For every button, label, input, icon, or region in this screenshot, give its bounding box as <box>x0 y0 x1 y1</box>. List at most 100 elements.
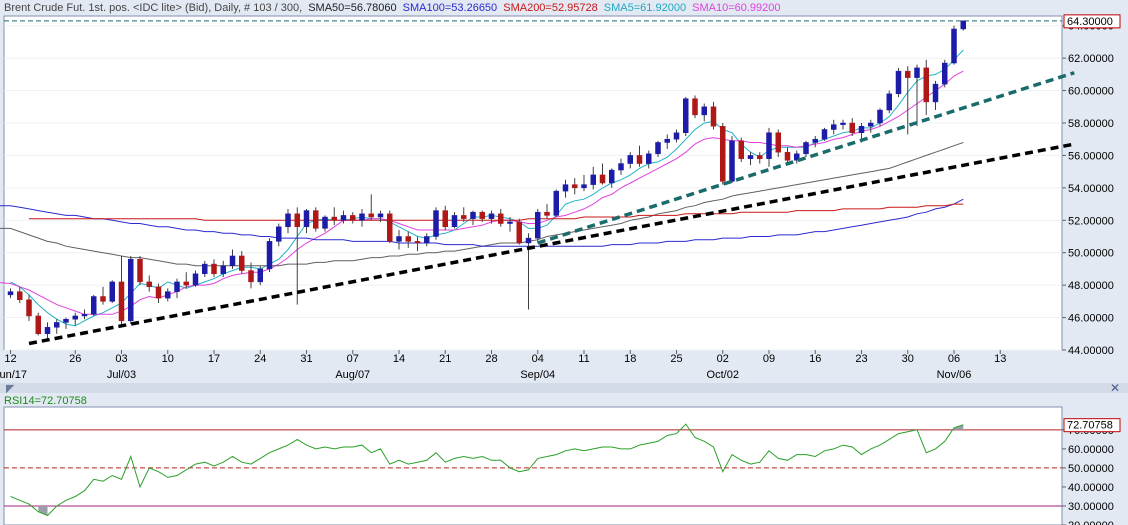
candle-body <box>609 169 615 184</box>
candle-body <box>183 281 189 286</box>
date-tick-label: 11 <box>578 353 589 365</box>
trend-lines[interactable] <box>28 71 1075 346</box>
price-tick-label: 54.00000 <box>1068 183 1114 195</box>
price-tick-label: 44.00000 <box>1068 345 1114 357</box>
rsi-plot-area[interactable] <box>3 406 1063 525</box>
candle-body <box>350 215 356 221</box>
candle-body <box>747 155 754 159</box>
candle-body <box>812 138 818 143</box>
candle-body <box>673 132 680 140</box>
candle-body <box>507 221 513 224</box>
candle-body <box>155 286 162 299</box>
last-price-tag <box>1063 14 1121 29</box>
candle-body <box>636 155 643 164</box>
candle-body <box>858 126 865 133</box>
candle-body <box>137 258 143 283</box>
rsi-tick-label: 30.00000 <box>1068 501 1114 513</box>
candle-body <box>433 210 439 237</box>
date-axis: 12 Jun/17 26 03 Jul/03 10 17 24 31 07 Aug/07 14 21 28… <box>0 350 1006 381</box>
candle-body <box>285 213 291 228</box>
date-tick-label: 30 <box>902 353 914 365</box>
candle-body <box>479 211 485 219</box>
candle-body <box>303 210 310 228</box>
candle-body <box>646 153 652 164</box>
candle-body <box>276 226 282 242</box>
candle-body <box>239 255 245 271</box>
candle-body <box>192 273 199 286</box>
candle-body <box>729 140 735 182</box>
rsi-last-label: 72.70758 <box>1067 420 1113 432</box>
candle-body <box>498 213 504 224</box>
candle-body <box>831 124 837 130</box>
candle-body <box>322 216 328 229</box>
candle-body <box>655 142 661 155</box>
price-tick-label: 62.00000 <box>1068 53 1114 65</box>
candle-body <box>553 190 559 216</box>
candle-body <box>692 98 698 116</box>
price-axis: 44.00000 46.00000 48.00000 50.00000 52.00000… <box>1062 14 1121 357</box>
candle-body <box>340 215 347 221</box>
collapse-icon[interactable]: ◤ <box>6 383 15 395</box>
chart-header: Brent Crude Fut. 1st. pos. <IDC lite> (B… <box>4 2 781 14</box>
price-tick-label: 52.00000 <box>1068 215 1114 227</box>
trend-line[interactable] <box>28 142 1075 346</box>
price-plot-area[interactable] <box>3 15 1063 351</box>
close-pane-icon[interactable]: ✕ <box>1110 381 1120 395</box>
sma200-legend: SMA200=52.95728 <box>503 2 598 14</box>
candle-body <box>905 70 911 78</box>
candle-body <box>17 291 23 300</box>
date-tick-label: 26 <box>69 353 81 365</box>
date-tick-label: 25 <box>670 353 682 365</box>
candle-body <box>266 241 273 270</box>
rsi-axis: 20.00000 30.00000 40.00000 50.00000 60.00000… <box>1062 418 1121 525</box>
candle-body <box>794 153 800 161</box>
date-tick-label: Nov/06 <box>937 369 972 381</box>
date-tick-label: 12 <box>4 353 16 365</box>
price-tick-label: 46.00000 <box>1068 313 1114 325</box>
candle-body <box>951 28 957 64</box>
candle-body <box>766 132 772 159</box>
candle-body <box>775 132 781 153</box>
price-tick-label: 60.00000 <box>1068 86 1114 98</box>
date-tick-label: 16 <box>809 353 821 365</box>
candle-body <box>488 213 495 219</box>
candle-body <box>581 184 587 189</box>
rsi-tick-label: 60.00000 <box>1068 444 1114 456</box>
rsi-oversold-area <box>38 505 48 516</box>
candle-body <box>118 281 125 322</box>
date-tick-label: 23 <box>855 353 867 365</box>
candle-body <box>914 67 920 78</box>
candle-body <box>7 291 14 296</box>
rsi-grid <box>4 429 1062 507</box>
candle-body <box>942 62 948 85</box>
candle-body <box>923 67 929 103</box>
sma10-legend: SMA10=60.99200 <box>692 2 780 14</box>
candle-body <box>840 122 846 125</box>
candle-body <box>535 211 541 239</box>
candle-body <box>165 291 171 299</box>
date-tick-label: Jul/03 <box>107 369 136 381</box>
candle-body <box>81 314 88 317</box>
date-tick-label: 02 <box>717 353 729 365</box>
candle-body <box>229 255 236 266</box>
candles <box>7 20 966 341</box>
candle-body <box>868 122 874 127</box>
trend-line[interactable] <box>537 71 1075 245</box>
date-tick-label: 07 <box>347 353 359 365</box>
candle-body <box>44 327 51 335</box>
date-tick-label: 03 <box>115 353 127 365</box>
candle-body <box>109 281 115 302</box>
candle-body <box>331 216 337 221</box>
candle-body <box>72 315 78 320</box>
candle-body <box>877 109 883 124</box>
candle-body <box>562 184 569 192</box>
candle-body <box>405 236 411 242</box>
price-tick-label: 48.00000 <box>1068 280 1114 292</box>
candle-body <box>627 155 633 164</box>
candle-body <box>710 106 717 127</box>
candle-body <box>720 126 726 182</box>
candle-body <box>313 210 319 229</box>
rsi-line <box>10 423 964 517</box>
candle-body <box>821 129 828 140</box>
pane-splitter[interactable] <box>0 383 1128 393</box>
